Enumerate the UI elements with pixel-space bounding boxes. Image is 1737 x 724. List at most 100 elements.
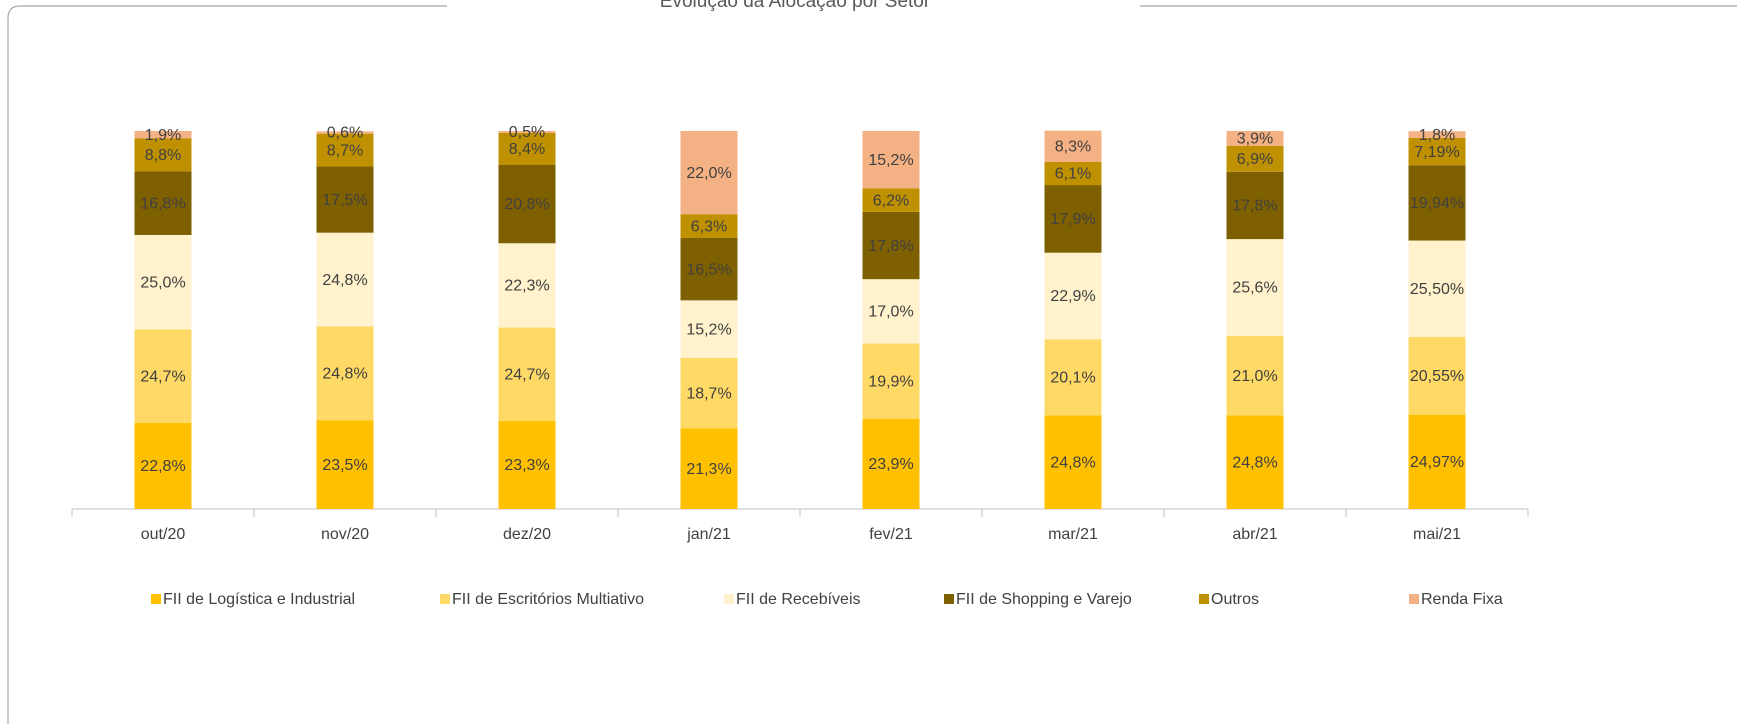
bar-segment — [862, 188, 920, 212]
value-label: 17,8% — [1232, 198, 1277, 215]
legend-swatch — [1199, 594, 1209, 604]
value-label: 23,9% — [868, 456, 913, 473]
value-label: 6,3% — [691, 218, 727, 235]
value-label: 6,2% — [873, 192, 909, 209]
x-tick-label: mar/21 — [1048, 526, 1098, 543]
bar-segment — [1044, 185, 1102, 253]
chart-title: Evolução da Alocação por Setor — [660, 0, 931, 12]
bar-segment — [134, 329, 192, 423]
bar-segment — [134, 234, 192, 330]
x-tick-label: abr/21 — [1232, 526, 1277, 543]
bar-segment — [1408, 137, 1466, 166]
value-label: 24,8% — [322, 272, 367, 289]
value-label: 25,0% — [140, 274, 185, 291]
bar-segment — [316, 166, 374, 233]
x-tick-label: jan/21 — [686, 526, 731, 543]
bar-segment — [1226, 131, 1284, 146]
x-tick-label: mai/21 — [1413, 526, 1461, 543]
legend-label: Renda Fixa — [1421, 591, 1503, 608]
bar-segment — [862, 279, 920, 344]
bar-segment — [316, 420, 374, 509]
bar-segment — [680, 237, 738, 301]
value-label: 24,7% — [504, 366, 549, 383]
legend-swatch — [724, 594, 734, 604]
frame-left — [7, 5, 447, 724]
value-label: 22,8% — [140, 458, 185, 475]
value-label: 8,3% — [1055, 139, 1091, 156]
bar-segment — [1226, 145, 1284, 172]
bar-segment — [680, 428, 738, 509]
legend-label: FII de Recebíveis — [736, 591, 861, 608]
value-label: 16,5% — [686, 261, 731, 278]
bar-segment — [316, 131, 374, 134]
bar-segment — [498, 420, 556, 509]
bar-segment — [1408, 165, 1466, 241]
value-label: 24,97% — [1410, 454, 1464, 471]
value-label: 21,0% — [1232, 368, 1277, 385]
value-label: 25,6% — [1232, 280, 1277, 297]
x-tick-label: dez/20 — [503, 526, 551, 543]
bar-segment — [1044, 252, 1102, 340]
bar-segment — [134, 171, 192, 235]
bar-segment — [498, 164, 556, 244]
bar-segment — [134, 422, 192, 509]
bar-segment — [1044, 161, 1102, 186]
legend-label: FII de Shopping e Varejo — [956, 591, 1132, 608]
value-label: 17,0% — [868, 304, 913, 321]
value-label: 1,9% — [145, 127, 181, 144]
value-label: 24,8% — [1232, 454, 1277, 471]
bar-segment — [1226, 335, 1284, 416]
bar-segment — [1226, 239, 1284, 336]
bar-segment — [1044, 415, 1102, 509]
value-label: 15,2% — [686, 321, 731, 338]
value-label: 22,0% — [686, 165, 731, 182]
value-label: 19,94% — [1410, 195, 1464, 212]
bar-segment — [680, 214, 738, 238]
value-label: 20,55% — [1410, 368, 1464, 385]
bar-segment — [1226, 171, 1284, 240]
bar-segment — [680, 131, 738, 215]
bar-segment — [680, 300, 738, 358]
bar-segment — [134, 131, 192, 139]
value-label: 15,2% — [868, 152, 913, 169]
value-label: 8,4% — [509, 141, 545, 158]
bar-segment — [134, 138, 192, 172]
bar-segment — [1044, 339, 1102, 416]
value-label: 22,3% — [504, 278, 549, 295]
value-label: 6,9% — [1237, 151, 1273, 168]
value-label: 22,9% — [1050, 288, 1095, 305]
value-label: 23,5% — [322, 457, 367, 474]
value-label: 8,7% — [327, 142, 363, 159]
legend-label: FII de Escritórios Multiativo — [452, 591, 644, 608]
bar-segment — [862, 343, 920, 419]
bar-segment — [316, 232, 374, 327]
value-label: 24,8% — [1050, 454, 1095, 471]
value-label: 17,9% — [1050, 211, 1095, 228]
value-label: 21,3% — [686, 461, 731, 478]
value-label: 0,6% — [327, 125, 363, 142]
value-label: 20,1% — [1050, 369, 1095, 386]
x-tick-label: nov/20 — [321, 526, 369, 543]
value-label: 3,9% — [1237, 131, 1273, 148]
bar-segment — [1408, 414, 1466, 509]
value-label: 24,8% — [322, 366, 367, 383]
legend-swatch — [944, 594, 954, 604]
value-label: 25,50% — [1410, 281, 1464, 298]
bar-segment — [498, 327, 556, 421]
x-tick-label: fev/21 — [869, 526, 913, 543]
bar-segment — [680, 357, 738, 429]
value-label: 24,7% — [140, 368, 185, 385]
value-label: 6,1% — [1055, 166, 1091, 183]
value-label: 8,8% — [145, 147, 181, 164]
value-label: 7,19% — [1414, 144, 1459, 161]
legend-swatch — [1409, 594, 1419, 604]
legend-swatch — [151, 594, 161, 604]
bar-segment — [316, 133, 374, 167]
bar-segment — [316, 326, 374, 421]
bar-segment — [1408, 131, 1466, 138]
value-label: 0,5% — [509, 124, 545, 141]
value-label: 18,7% — [686, 385, 731, 402]
bar-segment — [1408, 240, 1466, 337]
bar-segment — [498, 243, 556, 328]
value-label: 17,5% — [322, 192, 367, 209]
